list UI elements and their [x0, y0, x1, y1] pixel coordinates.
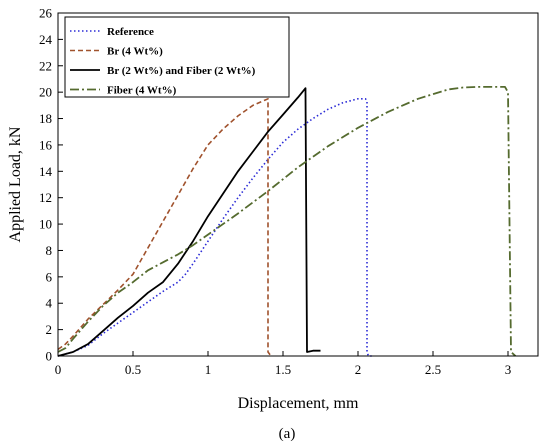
legend-label-reference: Reference — [107, 26, 154, 38]
legend-box — [64, 16, 290, 98]
series-line-1 — [57, 98, 272, 357]
y-tick-label: 6 — [46, 269, 53, 284]
y-tick-label: 12 — [39, 190, 52, 205]
series-line-3 — [57, 86, 517, 357]
x-axis: 0 0.5 1 1.5 2 2.5 3 — [55, 351, 512, 377]
y-tick-label: 26 — [39, 6, 53, 21]
legend-entry-br-4: Br (4 Wt%) — [70, 46, 163, 58]
y-tick-label: 16 — [39, 137, 53, 152]
x-axis-title: Displacement, mm — [238, 395, 359, 412]
x-tick-label: 1.5 — [275, 362, 291, 377]
y-tick-label: 8 — [46, 243, 53, 258]
x-tick-label: 0.5 — [125, 362, 141, 377]
x-tick-label: 3 — [505, 362, 512, 377]
legend-label-br-4: Br (4 Wt%) — [107, 46, 163, 58]
legend-entry-reference: Reference — [70, 26, 154, 38]
legend-entry-br-fiber: Br (2 Wt%) and Fiber (2 Wt%) — [70, 65, 256, 77]
y-tick-label: 20 — [39, 85, 52, 100]
x-tick-label: 2.5 — [425, 362, 441, 377]
series-layer — [57, 86, 517, 357]
y-tick-label: 4 — [46, 296, 53, 311]
x-tick-label: 1 — [205, 362, 212, 377]
y-tick-label: 24 — [39, 32, 53, 47]
legend-entry-fiber-4: Fiber (4 Wt%) — [70, 85, 177, 97]
series-line-2 — [57, 87, 321, 357]
y-tick-label: 10 — [39, 217, 52, 232]
y-tick-label: 0 — [46, 349, 53, 364]
y-tick-label: 14 — [39, 164, 53, 179]
y-tick-label: 22 — [39, 58, 52, 73]
legend-label-br-fiber: Br (2 Wt%) and Fiber (2 Wt%) — [107, 65, 256, 77]
legend-label-fiber-4: Fiber (4 Wt%) — [107, 85, 177, 97]
x-tick-label: 0 — [55, 362, 62, 377]
figure-caption: (a) — [279, 426, 296, 442]
y-tick-label: 18 — [39, 111, 52, 126]
plot-frame — [57, 12, 539, 357]
legend: Reference Br (4 Wt%) Br (2 Wt%) and Fibe… — [64, 16, 290, 98]
x-tick-label: 2 — [355, 362, 362, 377]
y-tick-label: 2 — [46, 322, 53, 337]
y-axis-title: Applied Load, kN — [7, 126, 24, 242]
